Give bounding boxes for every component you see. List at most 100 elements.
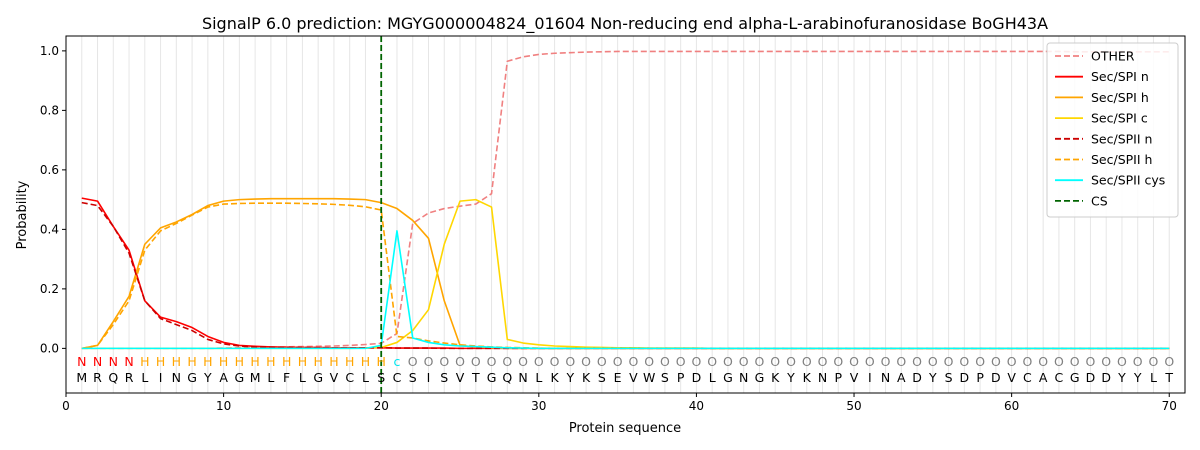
residue-label: L [709, 370, 716, 385]
region-label: H [250, 354, 259, 369]
region-label: O [739, 354, 749, 369]
residue-label: S [598, 370, 606, 385]
region-label: O [802, 354, 812, 369]
residue-label: M [250, 370, 261, 385]
y-tick-label: 1.0 [40, 44, 59, 58]
residue-label: S [945, 370, 953, 385]
residue-label: G [235, 370, 245, 385]
region-label: H [140, 354, 149, 369]
y-tick-label: 0.2 [40, 282, 59, 296]
region-label: N [124, 354, 133, 369]
region-label: H [329, 354, 338, 369]
region-label: O [1038, 354, 1048, 369]
y-axis-label: Probability [15, 180, 30, 249]
residue-label: T [471, 370, 480, 385]
region-label: H [345, 354, 354, 369]
residue-label: E [614, 370, 622, 385]
region-label: O [1133, 354, 1143, 369]
region-label: O [975, 354, 985, 369]
region-label: N [109, 354, 118, 369]
x-axis-label: Protein sequence [569, 421, 681, 436]
residue-label: T [1164, 370, 1173, 385]
region-label: O [1086, 354, 1096, 369]
x-tick-label: 70 [1162, 399, 1177, 413]
residue-label: Y [1133, 370, 1142, 385]
residue-label: Y [786, 370, 795, 385]
region-label: O [818, 354, 828, 369]
region-label: O [912, 354, 922, 369]
residue-label: G [313, 370, 323, 385]
residue-label: R [125, 370, 134, 385]
region-label: H [172, 354, 181, 369]
region-label: H [361, 354, 370, 369]
region-label: O [833, 354, 843, 369]
region-label: O [1117, 354, 1127, 369]
residue-label: L [299, 370, 306, 385]
residue-label: V [330, 370, 339, 385]
region-label: O [550, 354, 560, 369]
residue-label: R [93, 370, 102, 385]
region-label: O [770, 354, 780, 369]
residue-label: V [1007, 370, 1016, 385]
x-tick-label: 10 [216, 399, 231, 413]
x-tick-label: 50 [846, 399, 861, 413]
residue-label: L [362, 370, 369, 385]
region-label: O [1070, 354, 1080, 369]
y-tick-label: 0.6 [40, 163, 59, 177]
residue-label: M [76, 370, 87, 385]
region-label: H [313, 354, 322, 369]
y-tick-label: 0.0 [40, 341, 59, 355]
residue-label: K [771, 370, 780, 385]
legend-label: Sec/SPI h [1091, 90, 1149, 105]
region-label: N [93, 354, 102, 369]
region-label: O [755, 354, 765, 369]
plot-frame [65, 35, 1186, 394]
series-line-sec-spii-cys [81, 230, 1170, 350]
y-axis-ticks: 0.0 0.2 0.4 0.6 0.8 1.0 [40, 44, 66, 355]
region-label: O [707, 354, 717, 369]
residue-label: F [283, 370, 290, 385]
region-label: O [1054, 354, 1064, 369]
residue-label: Y [928, 370, 937, 385]
residue-label: C [1055, 370, 1064, 385]
region-label: O [644, 354, 654, 369]
region-label: O [1101, 354, 1111, 369]
region-label: H [298, 354, 307, 369]
legend-label: Sec/SPII h [1091, 152, 1152, 167]
residue-label: L [267, 370, 274, 385]
residue-label: L [535, 370, 542, 385]
region-label: H [235, 354, 244, 369]
region-label: O [597, 354, 607, 369]
region-label: O [928, 354, 938, 369]
region-label: O [896, 354, 906, 369]
y-tick-label: 0.4 [40, 222, 59, 236]
region-label: c [394, 354, 401, 369]
region-label: O [991, 354, 1001, 369]
x-tick-label: 0 [62, 399, 70, 413]
x-tick-label: 60 [1004, 399, 1019, 413]
region-label: O [534, 354, 544, 369]
region-label: O [565, 354, 575, 369]
region-label: O [471, 354, 481, 369]
region-label: O [502, 354, 512, 369]
x-tick-label: 20 [374, 399, 389, 413]
region-label: N [77, 354, 86, 369]
region-label: O [408, 354, 418, 369]
region-label: H [282, 354, 291, 369]
residue-label: S [661, 370, 669, 385]
residue-label: G [487, 370, 497, 385]
legend-label: CS [1091, 193, 1108, 208]
legend: OTHER Sec/SPI n Sec/SPI h Sec/SPI c Sec/SPII… [1046, 42, 1179, 218]
residue-label: V [850, 370, 859, 385]
residue-label: G [755, 370, 765, 385]
residue-label: D [1101, 370, 1111, 385]
residue-label: P [677, 370, 685, 385]
region-label: O [692, 354, 702, 369]
residue-label: V [629, 370, 638, 385]
region-label: O [676, 354, 686, 369]
region-label: O [581, 354, 591, 369]
residue-label: N [739, 370, 748, 385]
series-lines [81, 50, 1170, 350]
